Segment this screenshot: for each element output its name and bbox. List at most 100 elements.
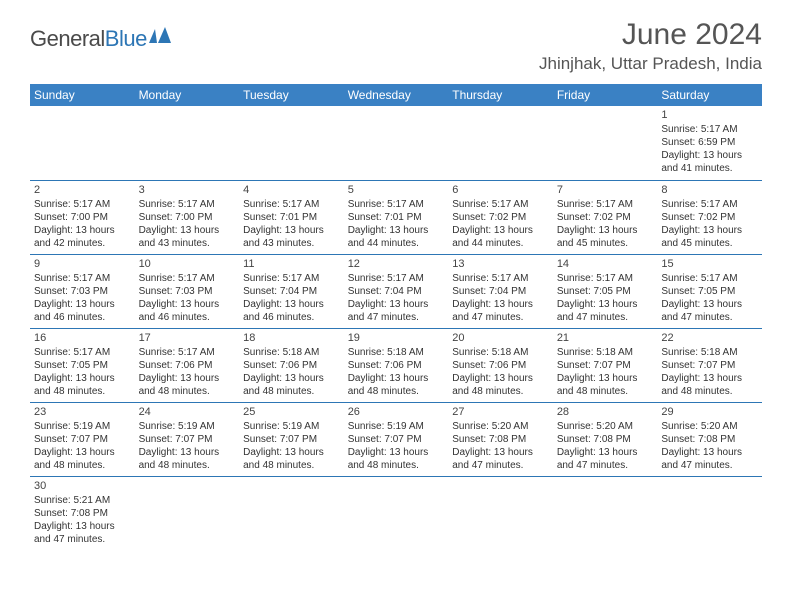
location-text: Jhinjhak, Uttar Pradesh, India [539,54,762,74]
daylight-line: Daylight: 13 hours and 48 minutes. [348,372,445,398]
daylight-line: Daylight: 13 hours and 41 minutes. [661,149,758,175]
day-header: Wednesday [344,84,449,106]
sunrise-line: Sunrise: 5:18 AM [452,346,549,359]
sunrise-line: Sunrise: 5:17 AM [139,198,236,211]
daylight-line: Daylight: 13 hours and 42 minutes. [34,224,131,250]
sunrise-line: Sunrise: 5:17 AM [661,272,758,285]
calendar-day: 24Sunrise: 5:19 AMSunset: 7:07 PMDayligh… [135,402,240,476]
sunrise-line: Sunrise: 5:18 AM [661,346,758,359]
logo: GeneralBlue [30,26,171,52]
daylight-line: Daylight: 13 hours and 47 minutes. [661,446,758,472]
daylight-line: Daylight: 13 hours and 44 minutes. [348,224,445,250]
daylight-line: Daylight: 13 hours and 47 minutes. [348,298,445,324]
day-number: 4 [243,183,340,197]
sunrise-line: Sunrise: 5:17 AM [348,198,445,211]
calendar-week: 1Sunrise: 5:17 AMSunset: 6:59 PMDaylight… [30,106,762,180]
month-title: June 2024 [539,18,762,52]
day-number: 8 [661,183,758,197]
daylight-line: Daylight: 13 hours and 48 minutes. [557,372,654,398]
daylight-line: Daylight: 13 hours and 46 minutes. [139,298,236,324]
sunrise-line: Sunrise: 5:18 AM [557,346,654,359]
sunrise-line: Sunrise: 5:19 AM [348,420,445,433]
day-number: 20 [452,331,549,345]
day-number: 22 [661,331,758,345]
day-number: 1 [661,108,758,122]
calendar-week: 23Sunrise: 5:19 AMSunset: 7:07 PMDayligh… [30,402,762,476]
daylight-line: Daylight: 13 hours and 47 minutes. [557,298,654,324]
sunrise-line: Sunrise: 5:18 AM [243,346,340,359]
daylight-line: Daylight: 13 hours and 47 minutes. [452,446,549,472]
calendar-body: 1Sunrise: 5:17 AMSunset: 6:59 PMDaylight… [30,106,762,550]
sunset-line: Sunset: 7:00 PM [34,211,131,224]
day-number: 30 [34,479,131,493]
title-block: June 2024 Jhinjhak, Uttar Pradesh, India [539,18,762,74]
calendar-week: 2Sunrise: 5:17 AMSunset: 7:00 PMDaylight… [30,180,762,254]
sunrise-line: Sunrise: 5:17 AM [661,123,758,136]
sunset-line: Sunset: 7:04 PM [243,285,340,298]
calendar-empty [553,476,658,550]
sunset-line: Sunset: 7:02 PM [452,211,549,224]
calendar-empty [448,106,553,180]
sunset-line: Sunset: 7:00 PM [139,211,236,224]
calendar-day: 29Sunrise: 5:20 AMSunset: 7:08 PMDayligh… [657,402,762,476]
daylight-line: Daylight: 13 hours and 47 minutes. [661,298,758,324]
day-number: 13 [452,257,549,271]
calendar-day: 3Sunrise: 5:17 AMSunset: 7:00 PMDaylight… [135,180,240,254]
day-number: 27 [452,405,549,419]
day-number: 2 [34,183,131,197]
sunset-line: Sunset: 7:02 PM [661,211,758,224]
calendar-week: 9Sunrise: 5:17 AMSunset: 7:03 PMDaylight… [30,254,762,328]
calendar-day: 14Sunrise: 5:17 AMSunset: 7:05 PMDayligh… [553,254,658,328]
day-header: Saturday [657,84,762,106]
sunset-line: Sunset: 7:01 PM [348,211,445,224]
sunrise-line: Sunrise: 5:17 AM [34,346,131,359]
day-number: 5 [348,183,445,197]
sunrise-line: Sunrise: 5:17 AM [452,198,549,211]
sunset-line: Sunset: 7:07 PM [557,359,654,372]
day-number: 16 [34,331,131,345]
logo-text-general: General [30,26,105,52]
daylight-line: Daylight: 13 hours and 48 minutes. [452,372,549,398]
sunrise-line: Sunrise: 5:20 AM [452,420,549,433]
daylight-line: Daylight: 13 hours and 48 minutes. [139,372,236,398]
sunset-line: Sunset: 7:03 PM [34,285,131,298]
daylight-line: Daylight: 13 hours and 47 minutes. [34,520,131,546]
sunrise-line: Sunrise: 5:17 AM [243,198,340,211]
day-number: 28 [557,405,654,419]
calendar-day: 25Sunrise: 5:19 AMSunset: 7:07 PMDayligh… [239,402,344,476]
sunset-line: Sunset: 7:02 PM [557,211,654,224]
daylight-line: Daylight: 13 hours and 48 minutes. [139,446,236,472]
sunset-line: Sunset: 7:07 PM [34,433,131,446]
sunrise-line: Sunrise: 5:17 AM [243,272,340,285]
calendar-empty [553,106,658,180]
daylight-line: Daylight: 13 hours and 44 minutes. [452,224,549,250]
calendar-day: 30Sunrise: 5:21 AMSunset: 7:08 PMDayligh… [30,476,135,550]
day-number: 6 [452,183,549,197]
daylight-line: Daylight: 13 hours and 47 minutes. [452,298,549,324]
calendar-day: 9Sunrise: 5:17 AMSunset: 7:03 PMDaylight… [30,254,135,328]
day-number: 25 [243,405,340,419]
sunrise-line: Sunrise: 5:17 AM [348,272,445,285]
day-number: 11 [243,257,340,271]
calendar-empty [239,106,344,180]
calendar-day: 4Sunrise: 5:17 AMSunset: 7:01 PMDaylight… [239,180,344,254]
day-header: Friday [553,84,658,106]
calendar-day: 16Sunrise: 5:17 AMSunset: 7:05 PMDayligh… [30,328,135,402]
day-number: 21 [557,331,654,345]
day-header: Thursday [448,84,553,106]
sunset-line: Sunset: 7:08 PM [34,507,131,520]
sunset-line: Sunset: 7:08 PM [452,433,549,446]
sunset-line: Sunset: 7:06 PM [243,359,340,372]
sunset-line: Sunset: 7:08 PM [557,433,654,446]
sunset-line: Sunset: 7:06 PM [348,359,445,372]
calendar-day: 18Sunrise: 5:18 AMSunset: 7:06 PMDayligh… [239,328,344,402]
sunrise-line: Sunrise: 5:18 AM [348,346,445,359]
daylight-line: Daylight: 13 hours and 45 minutes. [557,224,654,250]
calendar-day: 21Sunrise: 5:18 AMSunset: 7:07 PMDayligh… [553,328,658,402]
calendar-day: 8Sunrise: 5:17 AMSunset: 7:02 PMDaylight… [657,180,762,254]
calendar-day: 1Sunrise: 5:17 AMSunset: 6:59 PMDaylight… [657,106,762,180]
sunset-line: Sunset: 7:06 PM [139,359,236,372]
calendar-day: 12Sunrise: 5:17 AMSunset: 7:04 PMDayligh… [344,254,449,328]
sunrise-line: Sunrise: 5:17 AM [557,272,654,285]
sunset-line: Sunset: 7:05 PM [661,285,758,298]
